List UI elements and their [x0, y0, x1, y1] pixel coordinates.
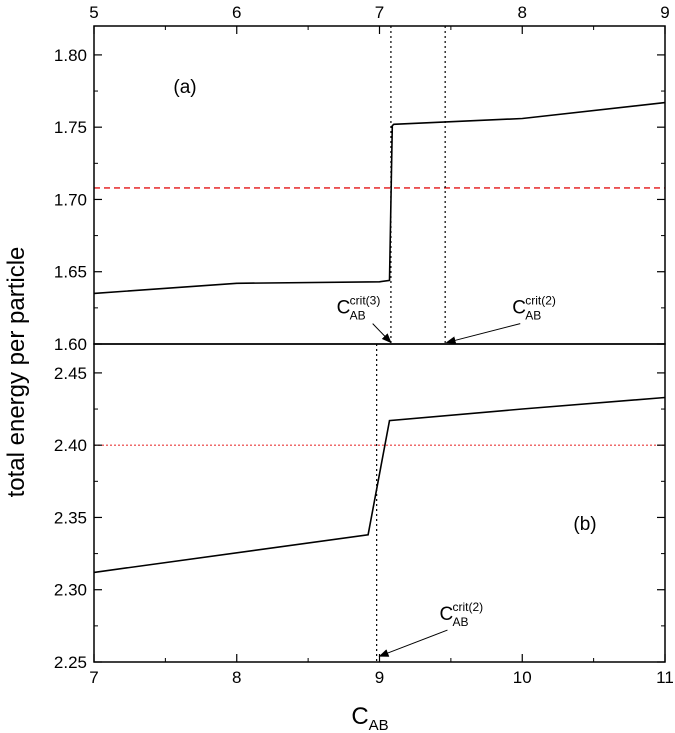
panel-a-annotation-0-sub: AB: [350, 309, 366, 323]
panel-a-ytick-label-3: 1.75: [54, 118, 87, 137]
panel-b: 2.25 2.30 2.35 2.40 2.45 7 8 9 10 11 (b) C crit(2)AB: [54, 343, 674, 687]
panel-a-annotation-1-sup: crit(2): [525, 294, 556, 308]
panel-b-series-line-0: [93, 396, 666, 574]
panel-a-annotation-arrow-1: [445, 323, 521, 345]
x-axis-title: CAB: [351, 703, 388, 733]
panel-b-ytick-label-2: 2.35: [54, 508, 87, 527]
panel-b-annotation-0-sub: AB: [452, 615, 468, 629]
panel-b-xtick-label-4: 11: [656, 668, 674, 687]
panel-a-xtick-label-0: 5: [89, 3, 98, 22]
panel-b-frame: [93, 343, 666, 663]
panel-b-xtick-label-0: 7: [89, 668, 98, 687]
panel-a-ytick-label-2: 1.70: [54, 190, 87, 209]
panel-a-annotation-0-sup: crit(3): [350, 294, 381, 308]
panel-b-ytick-label-3: 2.40: [54, 436, 87, 455]
panel-a-annotation-arrow-0: [372, 323, 392, 344]
panel-b-xtick-label-3: 10: [513, 668, 532, 687]
panel-a-label: (a): [173, 77, 196, 98]
panel-b-ytick-label-1: 2.30: [54, 581, 87, 600]
panel-a-xtick-label-2: 7: [375, 3, 384, 22]
panel-b-annotation-0-sup: crit(2): [452, 600, 483, 614]
panel-a-annotation-0: C: [337, 298, 351, 319]
panel-b-ytick-label-0: 2.25: [54, 653, 87, 672]
panel-b-xtick-label-2: 9: [375, 668, 384, 687]
panel-b-annotation-0: C: [439, 604, 453, 625]
panel-a-xtick-label-4: 9: [660, 3, 669, 22]
panel-a-annotation-1-sub: AB: [525, 309, 541, 323]
panel-b-label: (b): [573, 514, 596, 535]
panel-a-series-line-0: [93, 101, 666, 295]
panel-a-ytick-label-4: 1.80: [54, 46, 87, 65]
panel-a-xtick-label-1: 6: [232, 3, 241, 22]
panel-a-annotation-1: C: [512, 298, 526, 319]
panel-b-annotation-arrow-0: [378, 629, 448, 657]
x-axis-title-sub: AB: [369, 717, 389, 733]
panel-a-ytick-label-1: 1.65: [54, 263, 87, 282]
panel-a-xtick-label-3: 8: [518, 3, 527, 22]
x-axis-title-main: C: [351, 703, 368, 730]
panel-b-xtick-label-1: 8: [232, 668, 241, 687]
panel-b-ytick-label-4: 2.45: [54, 364, 87, 383]
panel-a-ytick-label-0: 1.60: [54, 335, 87, 354]
y-axis-title: total energy per particle: [3, 247, 30, 498]
